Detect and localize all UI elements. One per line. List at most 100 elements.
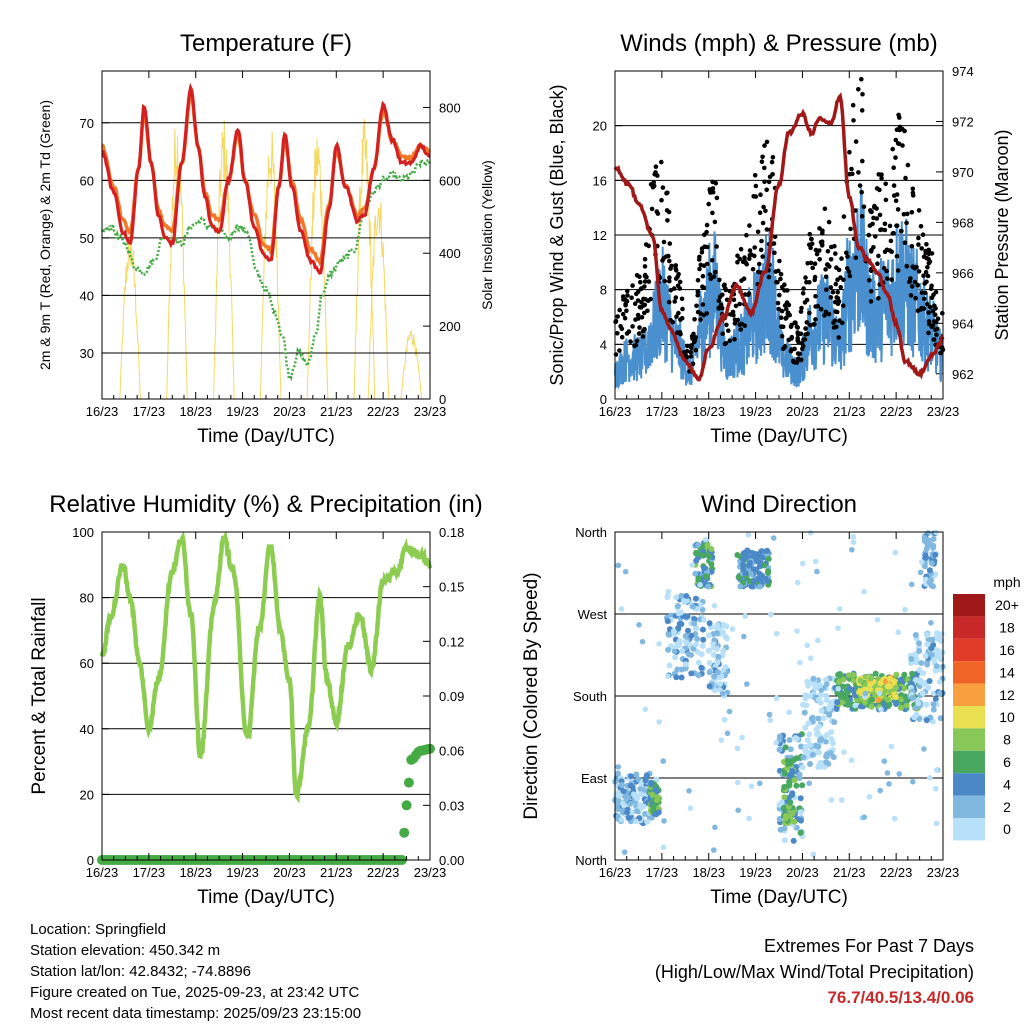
direction-point [682, 598, 688, 605]
x-tick-label: 18/23 [179, 404, 212, 419]
gust-point [822, 206, 828, 212]
gust-point [784, 301, 789, 307]
direction-point [916, 640, 922, 647]
gust-point [789, 322, 794, 328]
direction-point [740, 561, 746, 568]
direction-point [704, 542, 711, 549]
direction-point [839, 797, 845, 803]
gust-point [889, 277, 894, 282]
direction-point [799, 782, 806, 789]
gust-point [798, 357, 804, 363]
gust-point [731, 297, 737, 303]
direction-point [886, 675, 893, 682]
y-axis-label: Sonic/Prop Wind & Gust (Blue, Black) [547, 84, 567, 385]
direction-point [675, 625, 682, 632]
direction-point [872, 692, 879, 699]
direction-point [664, 618, 671, 625]
gust-point [720, 331, 725, 337]
direction-point [898, 704, 904, 711]
direction-point [791, 818, 798, 825]
colorbar-swatch-8 [953, 728, 985, 751]
gust-point [920, 232, 926, 237]
gust-point [673, 276, 679, 281]
gust-point [706, 201, 711, 207]
direction-point [913, 655, 919, 662]
y2-tick-label: 0.12 [439, 634, 464, 649]
gust-point [732, 317, 738, 323]
direction-point [664, 594, 671, 601]
gust-point [883, 181, 888, 187]
gust-point [625, 288, 630, 294]
gust-point [753, 183, 759, 189]
direction-point [621, 849, 628, 855]
direction-point [919, 690, 926, 697]
direction-point [773, 740, 779, 746]
precip-point [399, 827, 410, 838]
gust-point [630, 324, 635, 329]
direction-point [875, 697, 882, 703]
gust-point [621, 297, 627, 302]
direction-point [695, 659, 702, 666]
direction-point [930, 706, 937, 713]
direction-point [701, 565, 708, 572]
gust-point [803, 326, 808, 331]
precip-point [403, 777, 414, 788]
direction-point [866, 794, 873, 800]
gust-point [653, 164, 659, 169]
direction-point [756, 583, 763, 590]
direction-point [918, 559, 925, 565]
gust-point [642, 256, 648, 262]
direction-point [886, 781, 892, 787]
gust-point [720, 292, 725, 298]
direction-point [766, 711, 773, 718]
gust-point [761, 204, 766, 210]
direction-point [850, 677, 857, 684]
direction-point [850, 533, 856, 540]
gust-point [779, 308, 785, 314]
gust-point [709, 258, 715, 263]
direction-point [627, 782, 634, 789]
direction-point [939, 631, 945, 637]
direction-point [724, 730, 731, 737]
gust-point [818, 306, 824, 312]
gust-point [710, 179, 715, 185]
gust-point [674, 314, 679, 319]
gust-point [882, 227, 888, 233]
direction-point [747, 559, 753, 566]
direction-point [911, 714, 918, 721]
y2-tick-label: 964 [952, 316, 974, 331]
direction-point [702, 536, 709, 543]
gust-point [812, 261, 818, 267]
direction-point [711, 603, 718, 609]
chart-title: Wind Direction [701, 491, 857, 518]
x-tick-label: 22/23 [880, 865, 913, 880]
direction-point [682, 665, 689, 672]
direction-point [782, 815, 789, 822]
direction-point [808, 655, 814, 661]
extremes-block: Extremes For Past 7 Days (High/Low/Max W… [655, 933, 974, 1011]
direction-point [642, 706, 649, 713]
gust-point [770, 172, 775, 177]
direction-point [798, 817, 804, 824]
gust-point [762, 179, 767, 185]
direction-point [908, 656, 915, 662]
gust-point [847, 273, 853, 279]
direction-point [784, 757, 791, 764]
direction-point [695, 672, 702, 679]
direction-point [857, 677, 864, 684]
direction-point [815, 637, 821, 644]
gust-point [639, 286, 644, 291]
gust-point [792, 360, 798, 365]
extremes-values: 76.7/40.5/13.4/0.06 [827, 988, 974, 1007]
gust-point [932, 303, 937, 309]
gust-point [811, 322, 816, 327]
direction-point [648, 781, 655, 788]
gust-point [835, 301, 841, 307]
x-tick-label: 21/23 [833, 404, 866, 419]
direction-point [928, 645, 935, 652]
gust-point [760, 220, 766, 226]
direction-point [741, 554, 748, 561]
direction-point [686, 788, 692, 794]
gust-point [910, 193, 916, 198]
direction-point [918, 660, 925, 666]
